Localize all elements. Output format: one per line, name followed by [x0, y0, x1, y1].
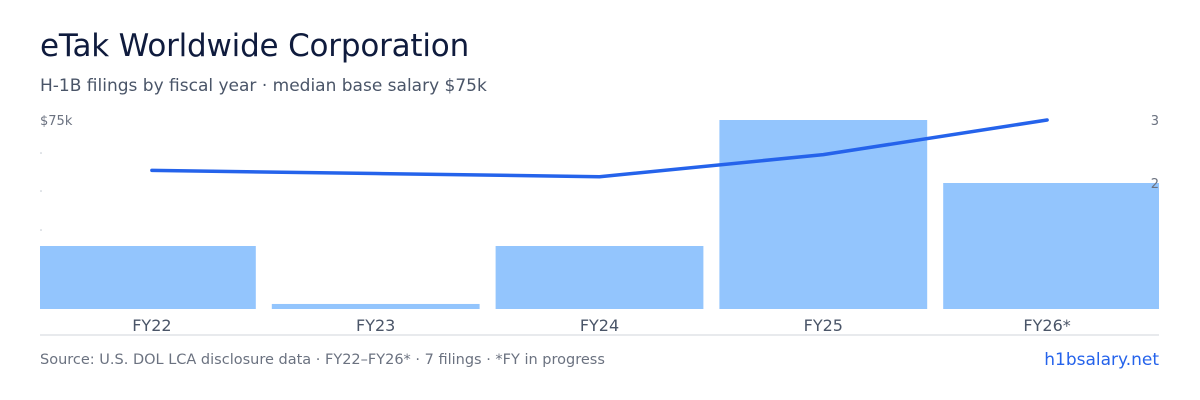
left-axis-tick-dot — [40, 190, 42, 192]
source-note: Source: U.S. DOL LCA disclosure data · F… — [40, 352, 605, 368]
bar-fy22 — [40, 246, 256, 309]
x-tick-label: FY25 — [804, 316, 843, 335]
bar-fy24 — [495, 246, 704, 309]
right-axis-tick-label: 2 — [1151, 177, 1159, 192]
chart-subtitle: H-1B filings by fiscal year · median bas… — [40, 76, 487, 96]
bar-fy26 — [943, 183, 1159, 309]
left-axis-tick-dot — [40, 152, 42, 154]
brand-link[interactable]: h1bsalary.net — [1044, 350, 1159, 370]
x-tick-label: FY22 — [132, 316, 171, 335]
x-tick-label: FY24 — [580, 316, 619, 335]
bar-fy23 — [271, 303, 480, 309]
median-salary-line — [150, 118, 1049, 179]
x-tick-label: FY23 — [356, 316, 395, 335]
chart-title: eTak Worldwide Corporation — [40, 28, 470, 64]
right-axis-tick-label: 3 — [1151, 114, 1159, 129]
left-axis-tick-dot — [40, 229, 42, 231]
x-tick-label: FY26* — [1023, 316, 1070, 335]
bar-fy25 — [719, 120, 928, 309]
left-axis-top-label: $75k — [40, 114, 73, 129]
